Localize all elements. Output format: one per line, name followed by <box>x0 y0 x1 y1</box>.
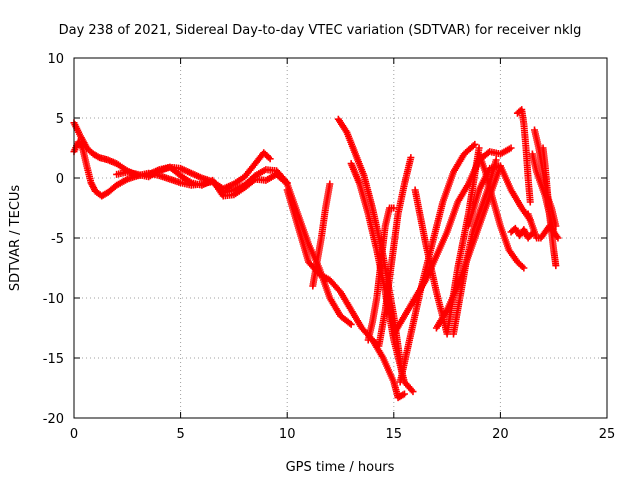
y-axis-label: SDTVAR / TECUs <box>8 185 23 292</box>
series-arc-21 <box>507 224 536 242</box>
data-point <box>390 204 398 212</box>
data-point <box>469 142 477 150</box>
data-point <box>492 156 500 164</box>
y-tick-label: -10 <box>43 292 64 307</box>
y-tick-label: -20 <box>43 412 64 427</box>
y-axis-ticks: 10 5 0 -5 -10 -15 -20 <box>43 52 607 427</box>
data-point <box>471 140 479 148</box>
x-tick-label: 0 <box>70 427 78 442</box>
series-arc-17 <box>513 106 534 206</box>
y-tick-label: 0 <box>56 172 64 187</box>
x-tick-label: 25 <box>599 427 616 442</box>
data-point <box>526 198 534 206</box>
data-point <box>520 264 528 272</box>
data-point <box>347 320 355 328</box>
x-axis-ticks: 0 5 10 15 20 25 <box>70 58 615 442</box>
grid-lines <box>74 58 607 418</box>
data-point <box>400 390 408 398</box>
data-point <box>507 144 515 152</box>
series-arc-8 <box>368 154 415 350</box>
series-arc-16 <box>464 162 534 230</box>
y-tick-label: 10 <box>47 52 64 67</box>
x-tick-label: 5 <box>176 427 184 442</box>
series-arc-12 <box>396 140 479 386</box>
series-arc-9 <box>364 204 398 344</box>
y-tick-label: 5 <box>56 112 64 127</box>
data-point <box>552 262 560 270</box>
series-arc-5 <box>309 180 334 290</box>
data-points <box>70 106 562 402</box>
x-tick-label: 15 <box>386 427 403 442</box>
chart-title: Day 238 of 2021, Sidereal Day-to-day VTE… <box>59 23 582 38</box>
y-tick-label: -5 <box>51 232 64 247</box>
x-tick-label: 20 <box>492 427 509 442</box>
y-tick-label: -15 <box>43 352 64 367</box>
data-point <box>409 388 417 396</box>
data-point <box>346 319 354 327</box>
data-point <box>407 154 415 162</box>
data-point <box>326 180 334 188</box>
data-point <box>528 229 536 237</box>
data-point <box>552 222 560 230</box>
x-axis-label: GPS time / hours <box>286 460 395 475</box>
data-point <box>475 144 483 152</box>
series-arc-22 <box>531 126 560 230</box>
data-point <box>266 155 274 163</box>
x-tick-label: 10 <box>279 427 296 442</box>
